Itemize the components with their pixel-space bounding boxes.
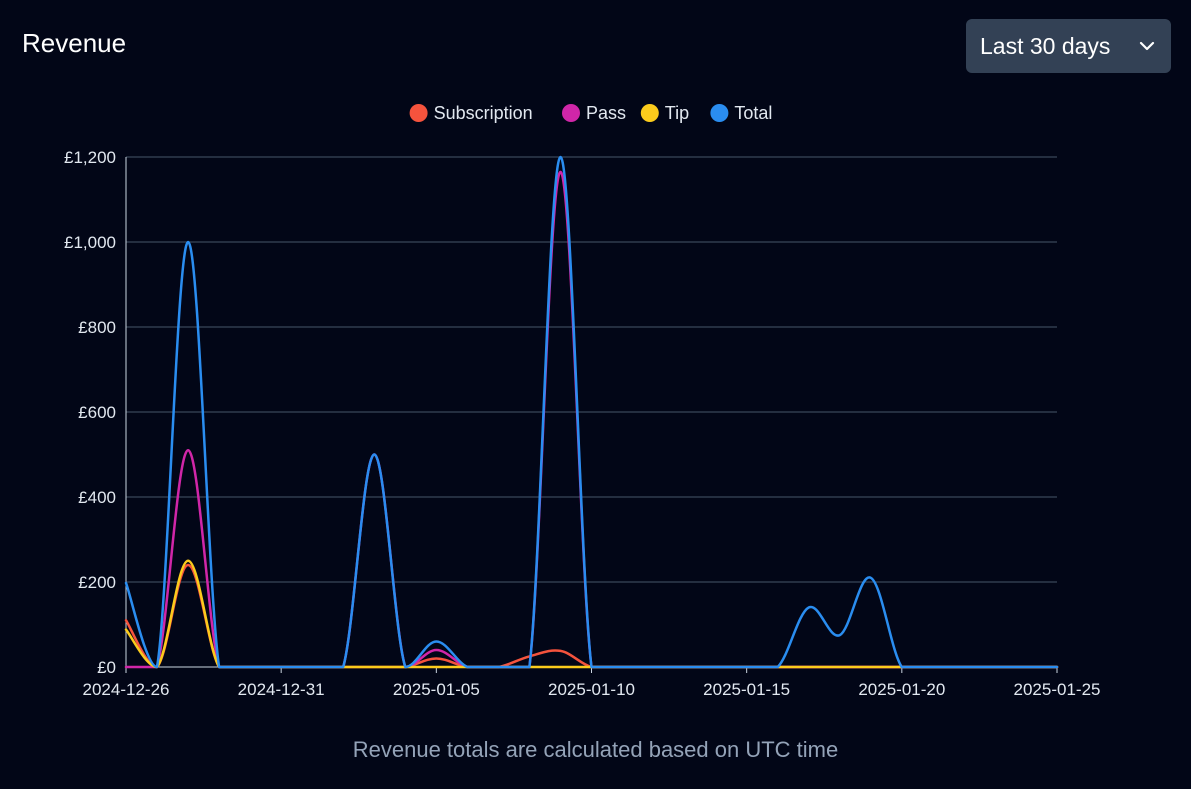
y-tick-label: £1,200 [64,148,116,167]
x-tick-label: 2025-01-05 [393,680,480,699]
utc-footnote: Revenue totals are calculated based on U… [352,737,839,762]
chart-series [124,155,1059,669]
y-tick-label: £800 [78,318,116,337]
x-axis: 2024-12-26 2024-12-31 2025-01-05 2025-01-10… [83,157,1101,699]
legend-label: Tip [665,103,689,123]
date-range-label: Last 30 days [980,32,1111,59]
x-tick-label: 2025-01-25 [1014,680,1101,699]
y-tick-label: £600 [78,403,116,422]
legend-label: Subscription [434,103,533,123]
legend-item-pass[interactable]: Pass [562,103,626,123]
legend-swatch [710,104,729,122]
chevron-down-icon [1137,36,1157,56]
legend-item-tip[interactable]: Tip [640,103,689,123]
y-tick-label: £400 [78,488,116,507]
legend-swatch [409,104,428,122]
x-tick-label: 2025-01-10 [548,680,635,699]
y-tick-label: £1,000 [64,233,116,252]
x-tick-label: 2025-01-20 [858,680,945,699]
x-tick-label: 2025-01-15 [703,680,790,699]
chart-grid [126,156,1057,583]
date-range-dropdown[interactable]: Last 30 days [966,19,1171,73]
series-line-subscription [124,563,1059,669]
chart-legend: Subscription Pass Tip Total [409,103,772,123]
series-line-tip [124,559,1059,669]
legend-label: Total [734,103,772,123]
series-line-total [124,155,1059,669]
legend-swatch [562,104,580,122]
legend-swatch [640,104,659,122]
y-axis: £0 £200 £400 £600 £800 £1,000 £1,200 [64,148,116,677]
series-line-pass [124,170,1059,669]
legend-item-subscription[interactable]: Subscription [409,103,533,123]
y-tick-label: £0 [97,658,116,677]
x-tick-label: 2024-12-31 [238,680,325,699]
legend-item-total[interactable]: Total [710,103,772,123]
y-tick-label: £200 [78,573,116,592]
legend-label: Pass [586,103,626,123]
x-tick-label: 2024-12-26 [83,680,170,699]
revenue-line-chart: Subscription Pass Tip Total £0£200£400£600£… [64,103,1101,699]
page-title: Revenue [22,28,127,58]
